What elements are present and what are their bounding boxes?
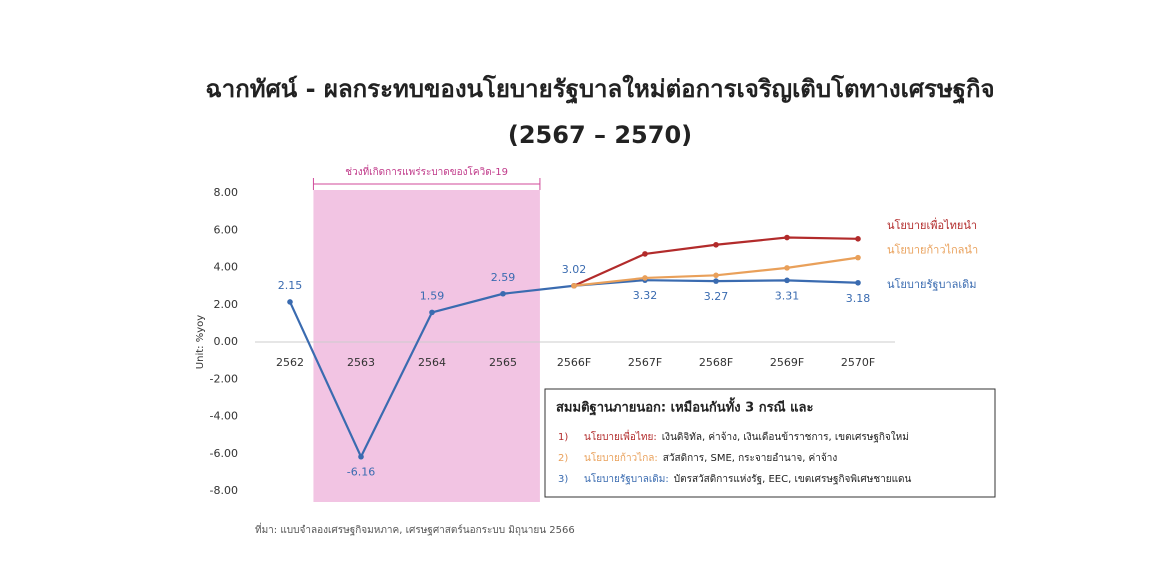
x-tick-label: 2566F [557, 356, 591, 369]
item-number: 2) [558, 453, 568, 464]
source: ที่มา: แบบจำลองเศรษฐกิจมหภาค, เศรษฐศาสตร… [255, 522, 575, 536]
data-label: 2.59 [491, 271, 516, 284]
data-point [429, 309, 435, 316]
data-point [784, 234, 790, 241]
x-tick-label: 2564 [418, 356, 446, 369]
data-point [358, 453, 364, 460]
data-label: 3.18 [846, 292, 871, 305]
y-tick-label: 0.00 [214, 335, 239, 348]
x-tick-label: 2570F [841, 356, 875, 369]
y-tick-label: 2.00 [214, 298, 239, 311]
x-tick-label: 2567F [628, 356, 662, 369]
x-tick-label: 2569F [770, 356, 804, 369]
item-desc: บัตรสวัสดิการแห่งรัฐ, EEC, เขตเศรษฐกิจพิ… [674, 474, 912, 485]
legend-label: นโยบายก้าวไกลนำ [887, 243, 978, 257]
data-point [855, 254, 861, 261]
y-tick-label: -2.00 [210, 372, 238, 385]
item-text: นโยบายเพื่อไทย: เงินดิจิทัล, ค่าจ้าง, เงิ… [584, 429, 909, 443]
data-label: 1.59 [420, 289, 445, 302]
data-label: 3.02 [562, 263, 587, 276]
item-name: นโยบายรัฐบาลเดิม: [584, 472, 669, 485]
y-tick-label: 4.00 [214, 261, 239, 274]
data-label: 3.27 [704, 290, 729, 303]
legend-label: นโยบายรัฐบาลเดิม [887, 277, 977, 291]
data-point [784, 277, 790, 284]
data-point [287, 299, 293, 305]
x-tick-label: 2563 [347, 356, 375, 369]
item-name: นโยบายก้าวไกล: [584, 451, 658, 464]
data-label: 2.15 [278, 279, 303, 292]
x-tick-label: 2562 [276, 356, 304, 369]
item-number: 3) [558, 474, 568, 485]
data-point [500, 290, 506, 297]
data-point [642, 251, 648, 257]
item-number: 1) [558, 432, 568, 443]
data-label: 3.32 [633, 289, 658, 302]
shaded-label: ช่วงที่เกิดการแพร่ระบาดของโควิด-19 [345, 164, 508, 178]
x-tick-label: 2565 [489, 356, 517, 369]
item-text: นโยบายรัฐบาลเดิม: บัตรสวัสดิการแห่งรัฐ, E… [584, 472, 912, 485]
y-tick-label: -8.00 [210, 484, 238, 497]
data-point [713, 272, 719, 279]
y-tick-label: 6.00 [214, 223, 239, 236]
chart-subtitle: (2567 – 2570) [508, 121, 692, 149]
data-label: 3.31 [775, 289, 800, 302]
data-point [571, 282, 577, 289]
data-point [713, 241, 719, 248]
data-point [784, 265, 790, 271]
item-desc: เงินดิจิทัล, ค่าจ้าง, เงินเดือนข้าราชการ… [662, 431, 909, 443]
data-point [713, 278, 719, 284]
y-tick-label: -4.00 [210, 410, 238, 423]
x-tick-label: 2568F [699, 356, 733, 369]
shaded-period [313, 190, 540, 502]
legend-label: นโยบายเพื่อไทยนำ [887, 217, 977, 232]
y-tick-label: -6.00 [210, 447, 238, 460]
item-name: นโยบายเพื่อไทย: [584, 429, 657, 443]
data-point [642, 275, 648, 281]
data-label: -6.16 [347, 466, 375, 479]
item-desc: สวัสดิการ, SME, กระจายอำนาจ, ค่าจ้าง [663, 452, 838, 464]
assumption-box [544, 388, 996, 498]
item-text: นโยบายก้าวไกล: สวัสดิการ, SME, กระจายอำนา… [584, 451, 837, 464]
chart-title: ฉากทัศน์ - ผลกระทบของนโยบายรัฐบาลใหม่ต่อ… [205, 74, 994, 105]
data-point [855, 236, 861, 242]
y-axis-label: Unit: %yoy [195, 315, 206, 369]
data-point [855, 279, 861, 286]
assumption-heading: สมมติฐานภายนอก: เหมือนกันทั้ง 3 กรณี และ [556, 397, 813, 417]
y-tick-label: 8.00 [214, 186, 239, 199]
